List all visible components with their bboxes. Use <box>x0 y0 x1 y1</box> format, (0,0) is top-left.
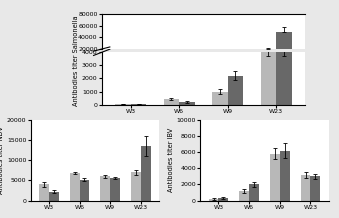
Bar <box>39 184 49 201</box>
Bar <box>80 180 89 201</box>
Bar <box>70 173 80 201</box>
Bar <box>164 99 179 105</box>
Bar <box>100 176 110 201</box>
Bar <box>276 32 292 61</box>
Bar <box>261 49 276 61</box>
Bar <box>218 198 228 201</box>
Bar <box>270 154 280 201</box>
Bar <box>208 199 218 201</box>
Text: Antibodies titer Salmonella: Antibodies titer Salmonella <box>73 16 79 106</box>
Bar <box>110 178 120 201</box>
Bar <box>261 52 276 105</box>
Bar <box>249 184 259 201</box>
Bar <box>311 176 320 201</box>
Bar <box>49 192 59 201</box>
Bar <box>227 76 243 105</box>
Y-axis label: Antibodies titer NDV: Antibodies titer NDV <box>0 126 4 194</box>
Bar <box>115 104 131 105</box>
Bar <box>280 151 290 201</box>
Bar <box>301 175 311 201</box>
Bar <box>141 146 151 201</box>
Bar <box>276 52 292 105</box>
Bar <box>239 191 249 201</box>
Bar <box>179 102 195 105</box>
Y-axis label: Antibodies titer IBV: Antibodies titer IBV <box>168 128 174 192</box>
Bar <box>131 172 141 201</box>
Bar <box>131 104 146 105</box>
Bar <box>212 92 227 105</box>
